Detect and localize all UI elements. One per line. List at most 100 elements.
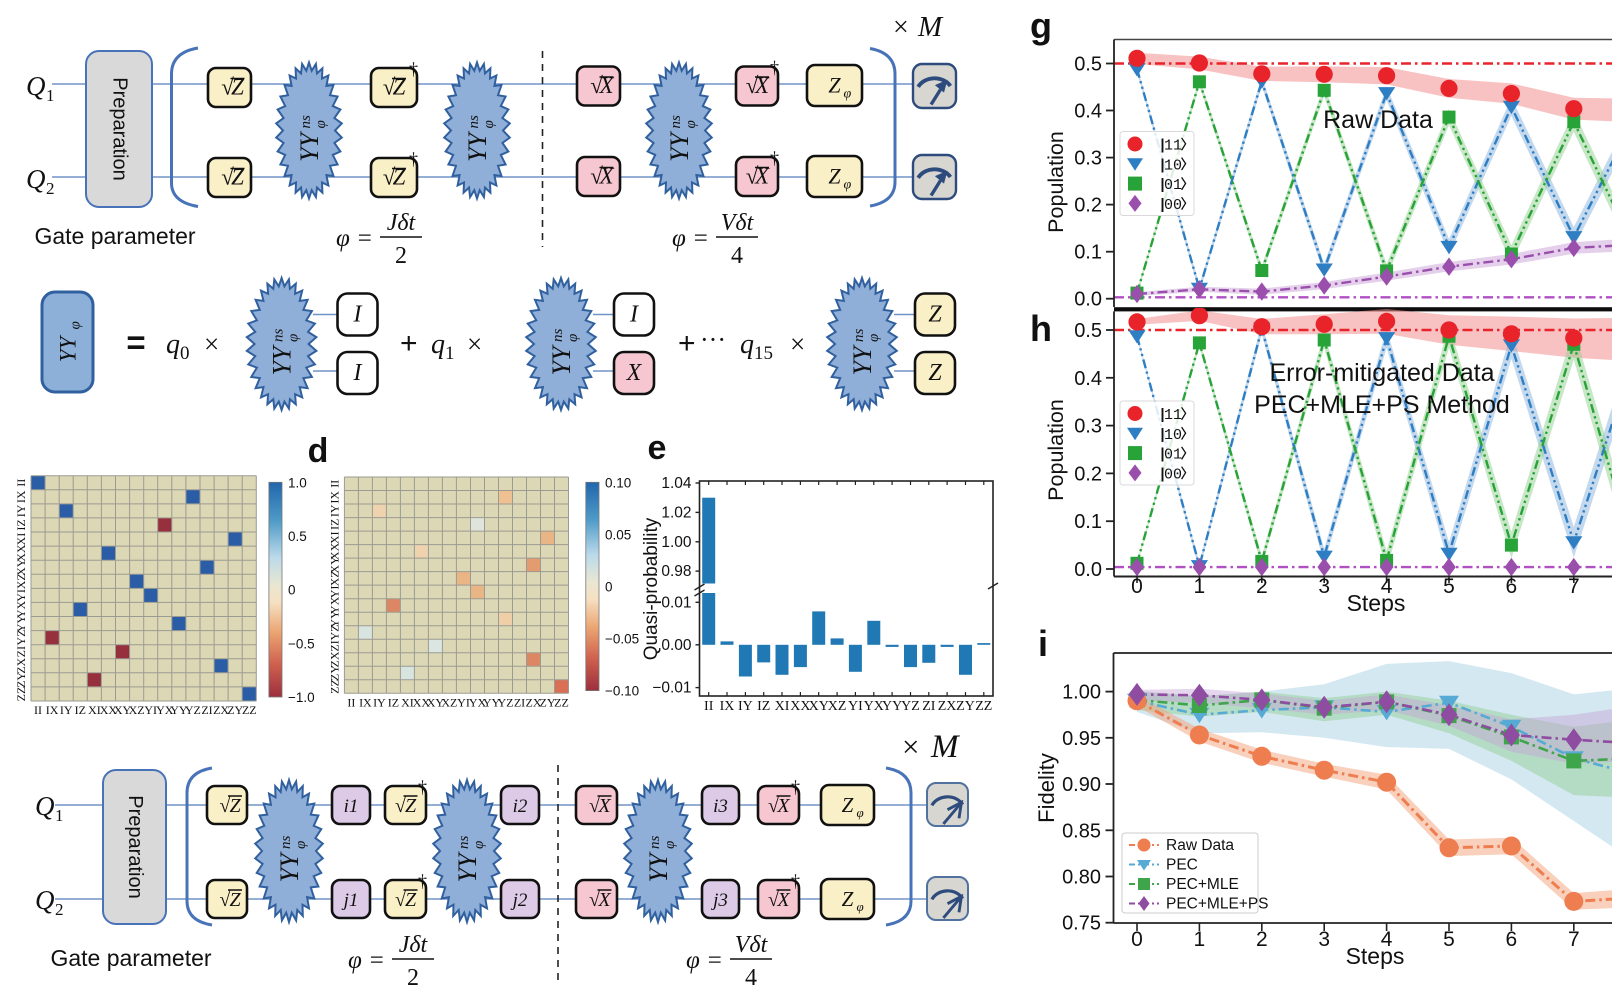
svg-text:1.00: 1.00 bbox=[661, 534, 692, 551]
svg-text:+: + bbox=[400, 327, 418, 360]
svg-text:ZI: ZI bbox=[327, 640, 341, 651]
svg-text:ZZ: ZZ bbox=[327, 679, 341, 694]
svg-text:0: 0 bbox=[180, 343, 190, 364]
svg-text:√: √ bbox=[220, 889, 231, 911]
svg-text:0.4: 0.4 bbox=[1074, 101, 1102, 123]
svg-text:IX: IX bbox=[359, 695, 372, 709]
svg-text:2: 2 bbox=[46, 179, 55, 198]
svg-text:X: X bbox=[776, 889, 790, 911]
svg-text:Z: Z bbox=[828, 73, 841, 98]
svg-text:=: = bbox=[126, 324, 145, 361]
svg-text:i3: i3 bbox=[713, 796, 728, 817]
svg-text:2: 2 bbox=[407, 965, 419, 991]
svg-text:00: 00 bbox=[1164, 466, 1182, 483]
svg-text:0.1: 0.1 bbox=[1074, 511, 1102, 533]
svg-text:II: II bbox=[34, 703, 42, 717]
svg-text:ZZ: ZZ bbox=[14, 687, 28, 702]
svg-text:IX: IX bbox=[14, 490, 28, 503]
svg-text:XZ: XZ bbox=[129, 703, 145, 717]
svg-text:II: II bbox=[327, 480, 341, 488]
svg-text:|: | bbox=[1158, 427, 1167, 444]
svg-text:0.5: 0.5 bbox=[1074, 54, 1102, 76]
svg-text:X: X bbox=[598, 164, 614, 189]
svg-text:0.0: 0.0 bbox=[1074, 559, 1102, 581]
svg-text:YY: YY bbox=[295, 131, 324, 162]
svg-text:ZZ: ZZ bbox=[242, 703, 257, 717]
svg-text:YY: YY bbox=[170, 703, 188, 717]
svg-text:X: X bbox=[626, 360, 643, 386]
svg-text:01: 01 bbox=[1164, 447, 1182, 464]
svg-text:ZI: ZI bbox=[201, 703, 212, 717]
svg-text:√: √ bbox=[590, 164, 603, 189]
svg-text:Z: Z bbox=[828, 164, 841, 189]
svg-text:I: I bbox=[629, 302, 639, 328]
svg-text:d: d bbox=[308, 432, 329, 470]
svg-text:1.00: 1.00 bbox=[1062, 682, 1101, 704]
svg-text:I: I bbox=[353, 360, 363, 386]
svg-text:3: 3 bbox=[1318, 928, 1330, 951]
svg-text:Gate parameter: Gate parameter bbox=[50, 945, 211, 971]
svg-text:5: 5 bbox=[1443, 575, 1455, 598]
svg-text:4: 4 bbox=[745, 965, 757, 991]
svg-text:Z: Z bbox=[928, 302, 942, 328]
svg-text:ns: ns bbox=[466, 115, 482, 129]
svg-text:φ: φ bbox=[662, 841, 678, 849]
svg-text:0.90: 0.90 bbox=[1062, 774, 1101, 796]
svg-text:XZ: XZ bbox=[14, 573, 28, 589]
svg-text:YI: YI bbox=[327, 586, 341, 599]
svg-text:YY: YY bbox=[882, 699, 902, 714]
svg-text:XZ: XZ bbox=[441, 695, 457, 709]
svg-text:YI: YI bbox=[457, 695, 470, 709]
svg-text:ZZ: ZZ bbox=[554, 695, 569, 709]
svg-text:Preparation: Preparation bbox=[109, 77, 131, 180]
svg-text:√: √ bbox=[383, 75, 396, 100]
svg-text:1: 1 bbox=[55, 806, 64, 825]
svg-text:2: 2 bbox=[1256, 575, 1268, 598]
svg-text:YY: YY bbox=[268, 344, 297, 375]
svg-text:φ =: φ = bbox=[336, 225, 373, 252]
svg-text:YY: YY bbox=[56, 335, 81, 363]
svg-text:√: √ bbox=[768, 795, 779, 817]
svg-text:q: q bbox=[166, 329, 180, 360]
svg-text:0.00: 0.00 bbox=[661, 637, 692, 654]
svg-text:···: ··· bbox=[700, 325, 726, 354]
svg-text:√: √ bbox=[768, 889, 779, 911]
svg-text:|: | bbox=[1158, 177, 1167, 194]
svg-text:0: 0 bbox=[1131, 575, 1143, 598]
svg-text:Steps: Steps bbox=[1346, 943, 1405, 969]
svg-text:YY: YY bbox=[463, 131, 492, 162]
svg-text:φ: φ bbox=[286, 334, 302, 342]
svg-text:×: × bbox=[893, 12, 909, 43]
svg-text:XI: XI bbox=[401, 695, 414, 709]
svg-text:√: √ bbox=[221, 165, 234, 190]
svg-text:ZX: ZX bbox=[14, 657, 28, 673]
svg-text:1: 1 bbox=[1194, 575, 1206, 598]
svg-text:ZX: ZX bbox=[327, 651, 341, 667]
svg-text:0.3: 0.3 bbox=[1074, 416, 1102, 438]
svg-text:φ: φ bbox=[857, 899, 864, 914]
svg-text:X: X bbox=[597, 889, 611, 911]
svg-text:10: 10 bbox=[1164, 157, 1182, 174]
svg-text:−1.0: −1.0 bbox=[288, 690, 315, 705]
svg-text:ns: ns bbox=[456, 836, 472, 850]
svg-text:0.5: 0.5 bbox=[1074, 320, 1102, 342]
svg-text:Preparation: Preparation bbox=[124, 795, 146, 898]
svg-text:†: † bbox=[770, 148, 779, 168]
svg-text:YY: YY bbox=[275, 851, 304, 882]
svg-text:PEC: PEC bbox=[1166, 857, 1198, 874]
svg-text:YZ: YZ bbox=[14, 630, 28, 646]
svg-text:0: 0 bbox=[288, 583, 296, 598]
svg-text:0.98: 0.98 bbox=[661, 563, 691, 580]
svg-text:|: | bbox=[1158, 197, 1167, 214]
svg-text:IZ: IZ bbox=[75, 703, 86, 717]
svg-text:ZI: ZI bbox=[922, 699, 936, 714]
svg-text:IZ: IZ bbox=[327, 519, 341, 530]
svg-text:5: 5 bbox=[1443, 928, 1455, 951]
svg-text:φ =: φ = bbox=[686, 947, 723, 974]
svg-text:IZ: IZ bbox=[757, 699, 770, 714]
svg-text:Gate parameter: Gate parameter bbox=[34, 223, 195, 249]
svg-text:YI: YI bbox=[144, 703, 157, 717]
svg-text:×: × bbox=[204, 329, 219, 359]
svg-text:ZI: ZI bbox=[514, 695, 525, 709]
svg-text:YX: YX bbox=[864, 699, 884, 714]
